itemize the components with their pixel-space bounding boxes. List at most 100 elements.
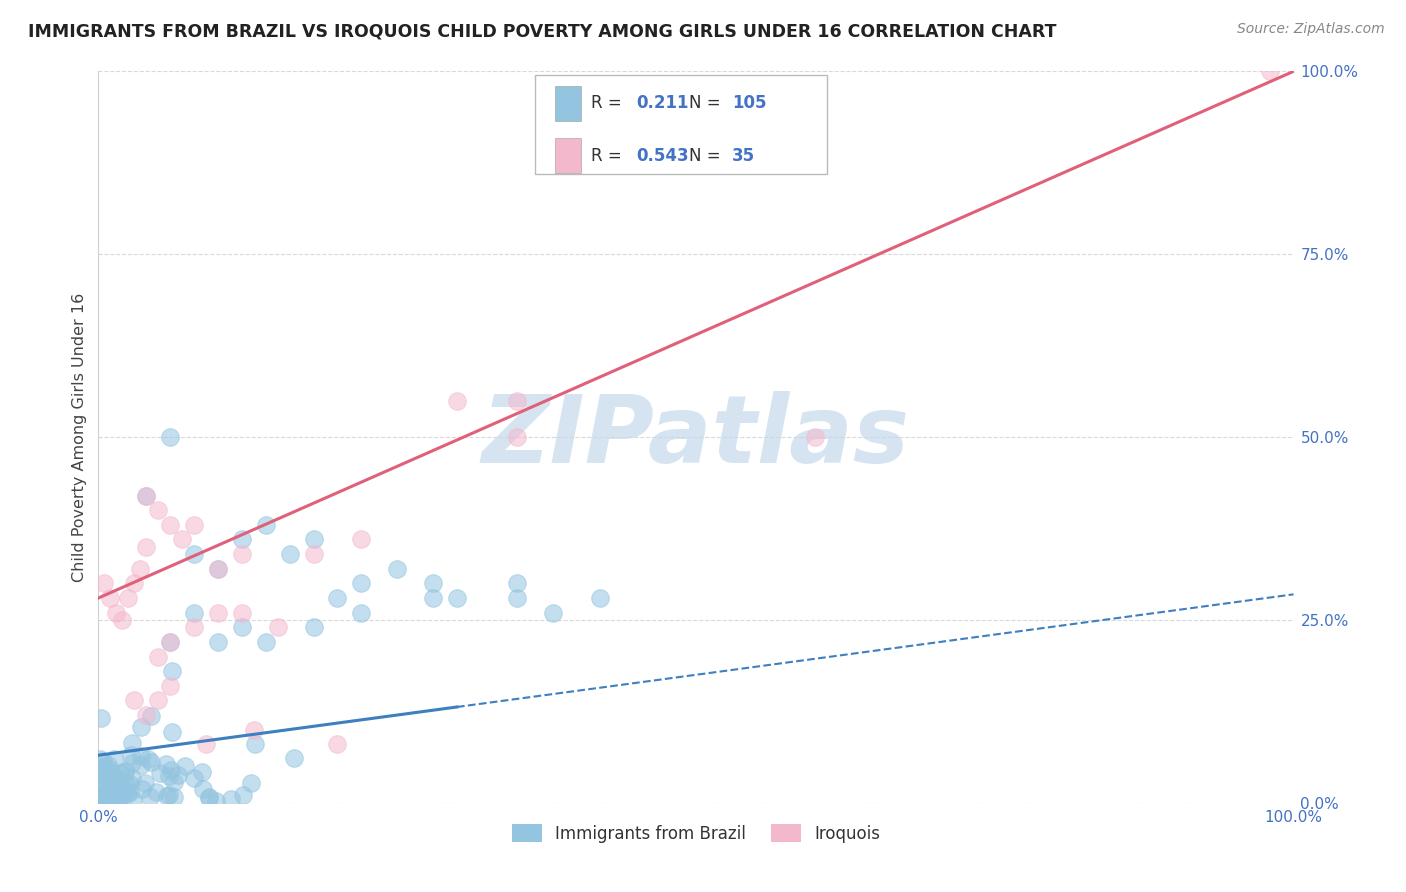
Point [100,765,122,780]
Point [172,533,194,547]
Point [149,765,172,780]
Point [129,562,152,576]
Point [89,760,111,774]
Point [90,794,112,808]
Point [135,540,157,554]
Point [89,780,111,794]
Point [198,790,221,805]
Point [278,547,301,561]
Point [207,562,229,576]
Point [160,763,183,777]
Point [159,679,181,693]
Text: N =: N = [689,95,725,112]
Point [589,591,612,605]
Point [98,763,121,777]
Point [94,770,117,784]
Point [114,764,136,779]
Point [91,754,114,768]
Point [100,782,122,797]
Point [204,794,226,808]
Point [148,649,170,664]
Text: R =: R = [591,95,627,112]
Point [111,787,134,801]
Point [219,792,242,806]
Point [97,781,120,796]
Point [183,772,205,786]
Point [103,772,125,786]
Point [157,789,180,803]
Point [254,635,277,649]
Point [94,780,117,794]
Point [94,786,117,800]
Text: ZIPatlas: ZIPatlas [482,391,910,483]
Point [267,620,290,634]
Text: R =: R = [591,147,627,165]
Point [350,576,373,591]
Point [114,764,136,779]
Point [254,517,277,532]
Point [326,591,349,605]
Point [115,777,138,791]
Point [245,737,267,751]
Point [302,620,325,634]
Point [804,430,827,444]
Point [385,562,409,576]
Point [148,503,170,517]
Point [101,777,124,791]
Point [89,751,111,765]
Point [91,791,114,805]
Point [174,759,197,773]
Point [232,789,254,803]
Point [141,755,163,769]
Point [89,793,111,807]
FancyBboxPatch shape [555,86,581,120]
Point [157,769,180,783]
Point [155,757,177,772]
Point [97,758,120,772]
Point [1258,64,1281,78]
Point [114,785,136,799]
Point [134,775,156,789]
Point [94,792,117,806]
Legend: Immigrants from Brazil, Iroquois: Immigrants from Brazil, Iroquois [505,818,887,849]
Point [97,772,120,786]
Y-axis label: Child Poverty Among Girls Under 16: Child Poverty Among Girls Under 16 [72,293,87,582]
Point [183,547,205,561]
Point [183,606,205,620]
Point [131,782,153,797]
Point [240,775,263,789]
Point [89,789,111,803]
Point [148,693,170,707]
Point [97,793,120,807]
Point [120,747,142,762]
Point [160,725,183,739]
Point [105,606,128,620]
Text: 0.211: 0.211 [637,95,689,112]
Point [207,635,229,649]
Point [108,789,131,803]
Point [124,693,146,707]
Text: IMMIGRANTS FROM BRAZIL VS IROQUOIS CHILD POVERTY AMONG GIRLS UNDER 16 CORRELATIO: IMMIGRANTS FROM BRAZIL VS IROQUOIS CHILD… [28,22,1057,40]
FancyBboxPatch shape [555,138,581,173]
Point [422,591,444,605]
Point [326,737,349,751]
FancyBboxPatch shape [534,75,827,174]
Point [121,771,143,785]
Point [97,789,120,803]
Point [193,782,215,797]
Point [122,793,145,807]
Point [283,751,305,765]
Point [350,606,373,620]
Point [541,606,564,620]
Point [93,576,115,591]
Point [110,766,132,780]
Point [159,635,181,649]
Point [163,775,186,789]
Point [231,547,253,561]
Point [159,635,181,649]
Point [350,533,373,547]
Point [91,761,114,775]
Point [135,708,157,723]
Point [110,778,132,792]
Point [159,430,181,444]
